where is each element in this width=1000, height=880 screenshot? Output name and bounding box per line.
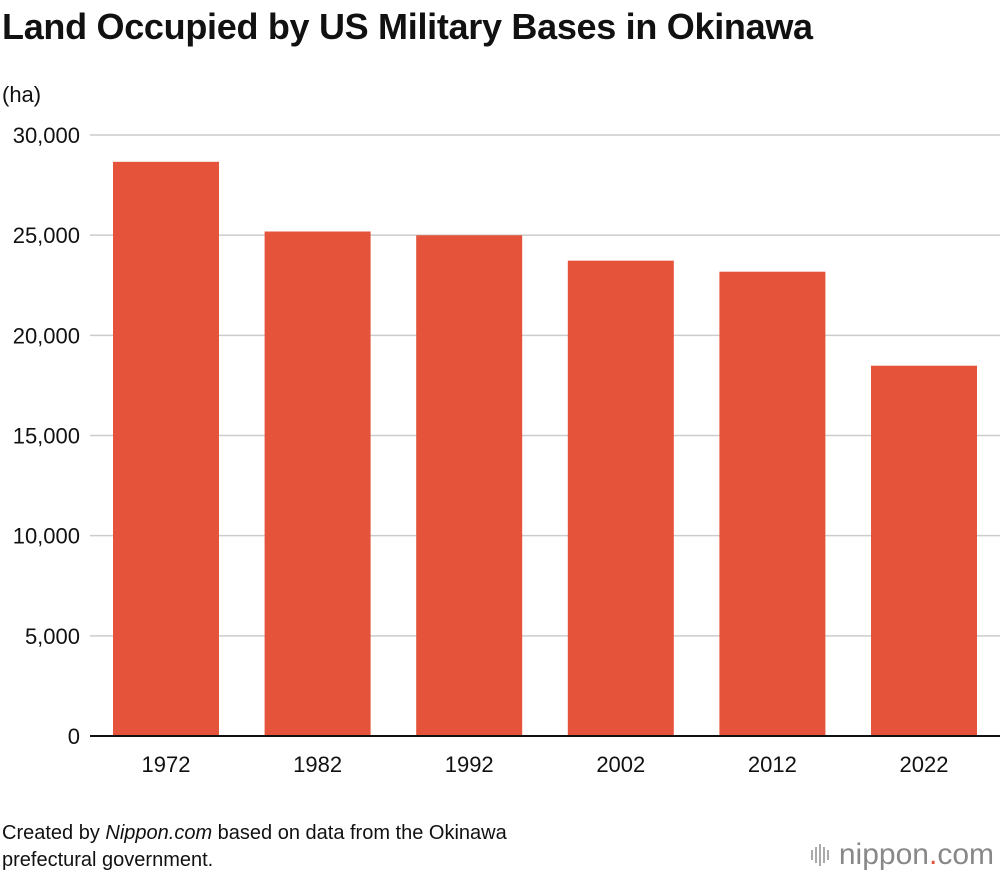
gridlines [90, 134, 1000, 637]
logo-tld: com [937, 838, 994, 871]
y-tick-label: 10,000 [13, 524, 80, 549]
x-tick-label: 1982 [293, 752, 342, 777]
bar-2002 [567, 260, 674, 736]
source-prefix: Created by [2, 822, 106, 844]
y-tick-label: 20,000 [13, 323, 80, 348]
x-tick-label: 2022 [900, 752, 949, 777]
bar-1972 [113, 161, 219, 736]
y-tick-label: 5,000 [25, 624, 80, 649]
y-axis-unit-label: (ha) [2, 82, 42, 107]
x-tick-label: 1972 [142, 752, 191, 777]
bar-2012 [719, 271, 826, 736]
x-tick-label: 2002 [596, 752, 645, 777]
source-name: Nippon.com [105, 822, 213, 844]
axes: 0 5,000 10,000 15,000 20,000 25,000 30,000 1972… [13, 123, 1000, 777]
logo-name: nippon [838, 838, 929, 871]
bar-1992 [416, 235, 523, 736]
nippon-logo: nippon. com [810, 838, 994, 872]
source-line-2: prefectural government. [2, 849, 214, 871]
y-tick-label: 15,000 [13, 424, 80, 449]
y-tick-label: 30,000 [13, 123, 80, 148]
bar-2022 [871, 365, 977, 736]
bar-1982 [264, 231, 371, 737]
source-note: Created by Nippon.com based on data from… [2, 820, 507, 874]
logo-bars-icon [810, 844, 831, 866]
source-suffix: based on data from the Okinawa [212, 822, 507, 844]
x-tick-label: 1992 [445, 752, 494, 777]
y-tick-label: 25,000 [13, 223, 80, 248]
logo-dot: . [928, 838, 938, 871]
chart-title: Land Occupied by US Military Bases in Ok… [2, 6, 813, 47]
x-tick-label: 2012 [748, 752, 797, 777]
y-tick-label: 0 [68, 724, 80, 749]
bars [113, 161, 977, 737]
